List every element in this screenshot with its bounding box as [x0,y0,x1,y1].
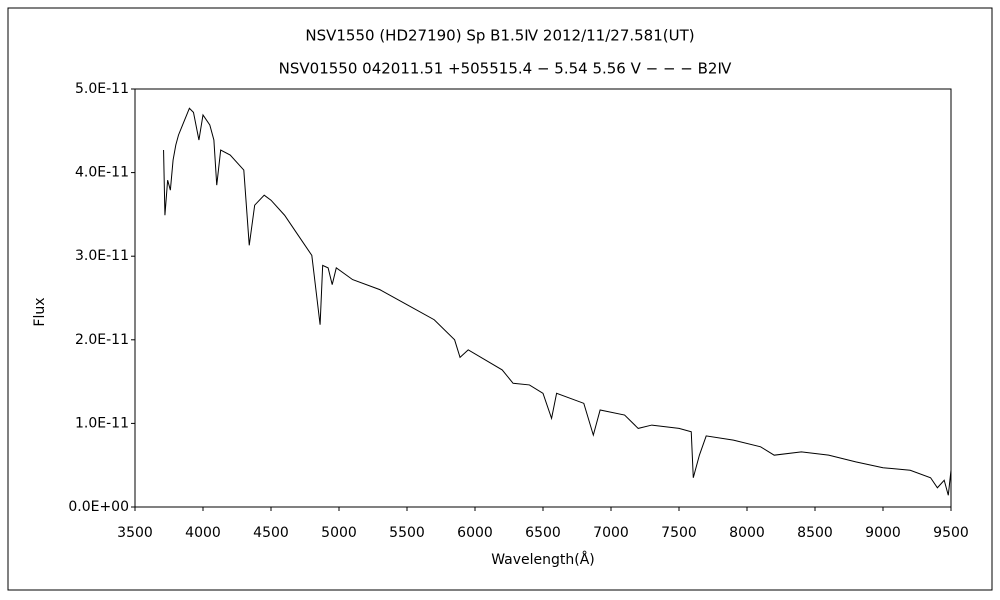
x-tick-label: 5500 [389,525,425,541]
x-tick-label: 3500 [117,525,153,541]
y-tick-label: 2.0E-11 [75,332,129,348]
y-tick-label: 3.0E-11 [75,248,129,264]
chart-subtitle: NSV01550 042011.51 +505515.4 − 5.54 5.56… [279,60,732,78]
x-tick-label: 4500 [253,525,289,541]
y-tick-label: 4.0E-11 [75,165,129,181]
spectrum-line [163,107,952,496]
y-tick-label: 1.0E-11 [75,415,129,431]
x-tick-label: 7500 [661,525,697,541]
y-tick-label: 5.0E-11 [75,81,129,97]
chart-title: NSV1550 (HD27190) Sp B1.5Ⅳ 2012/11/27.58… [305,27,694,45]
x-tick-label: 6000 [457,525,493,541]
x-tick-label: 8500 [797,525,833,541]
x-tick-label: 5000 [321,525,357,541]
plot-area [134,88,952,508]
x-tick-label: 9000 [865,525,901,541]
x-tick-label: 7000 [593,525,629,541]
x-tick-label: 4000 [185,525,221,541]
y-tick-label: 0.0E+00 [68,499,129,515]
x-axis-label: Wavelength(Å) [491,551,595,568]
y-axis-label: Flux [32,297,48,326]
x-tick-label: 9500 [933,525,969,541]
x-tick-label: 6500 [525,525,561,541]
x-tick-label: 8000 [729,525,765,541]
